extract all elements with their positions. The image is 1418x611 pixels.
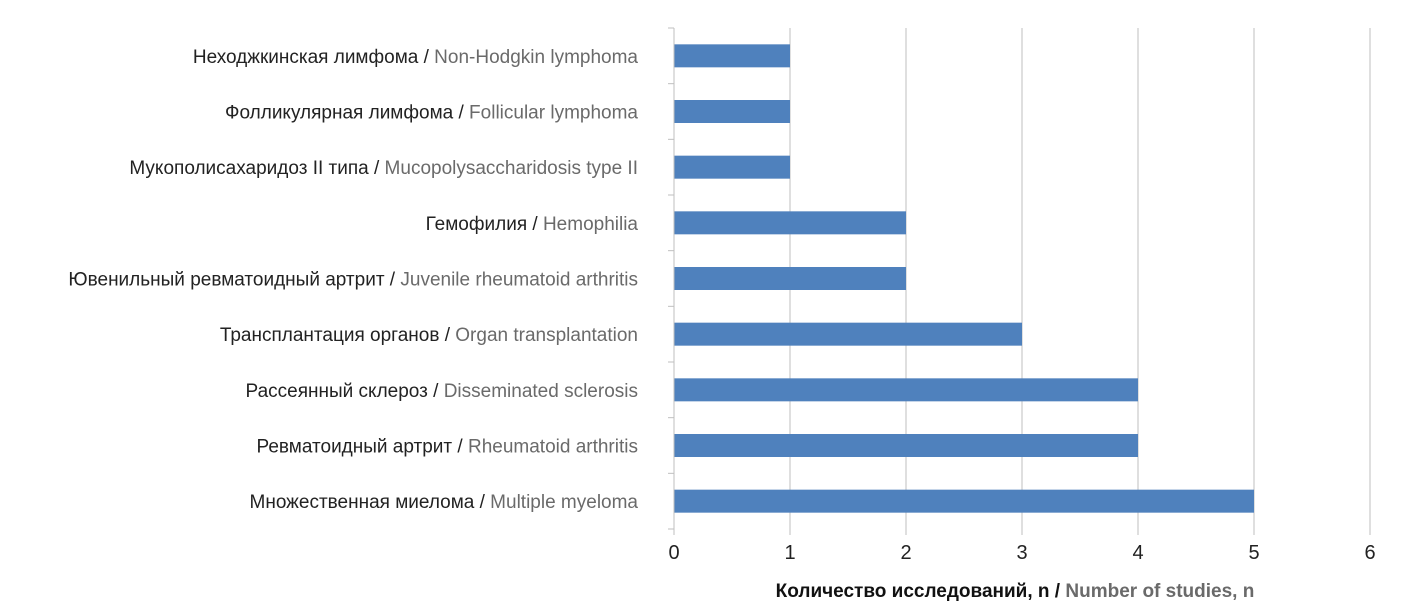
category-label-ru: Ювенильный ревматоидный артрит bbox=[68, 270, 384, 291]
category-labels: Неходжкинская лимфома / Non-Hodgkin lymp… bbox=[68, 47, 638, 513]
category-label-ru: Рассеянный склероз bbox=[246, 381, 428, 402]
category-label-separator: / bbox=[527, 214, 543, 235]
category-label: Ювенильный ревматоидный артрит / Juvenil… bbox=[68, 270, 638, 291]
category-label-separator: / bbox=[369, 158, 385, 179]
x-axis-title-en: Number of studies, n bbox=[1065, 581, 1254, 602]
x-tick-label: 1 bbox=[784, 542, 795, 564]
x-tick-label: 4 bbox=[1132, 542, 1143, 564]
category-label: Гемофилия / Hemophilia bbox=[426, 214, 639, 235]
category-label-en: Mucopolysaccharidosis type II bbox=[385, 158, 638, 179]
category-label-en: Juvenile rheumatoid arthritis bbox=[400, 270, 638, 291]
x-tick-label: 5 bbox=[1248, 542, 1259, 564]
category-label-en: Organ transplantation bbox=[455, 325, 638, 346]
category-label-en: Non-Hodgkin lymphoma bbox=[434, 47, 638, 68]
bar bbox=[674, 211, 906, 235]
category-label: Трансплантация органов / Organ transplan… bbox=[220, 325, 638, 346]
category-label: Неходжкинская лимфома / Non-Hodgkin lymp… bbox=[193, 47, 639, 68]
bar bbox=[674, 100, 790, 123]
category-label-separator: / bbox=[474, 492, 490, 513]
x-tick-labels: 0 1 2 3 4 5 6 bbox=[668, 542, 1375, 564]
x-axis-title: Количество исследований, n / Number of s… bbox=[776, 581, 1255, 602]
category-label-separator: / bbox=[453, 103, 469, 124]
x-tick-label: 6 bbox=[1364, 542, 1375, 564]
category-label: Рассеянный склероз / Disseminated sclero… bbox=[246, 381, 638, 402]
x-axis-title-separator: / bbox=[1050, 581, 1066, 602]
category-label-ru: Трансплантация органов bbox=[220, 325, 440, 346]
x-tick-label: 0 bbox=[668, 542, 679, 564]
category-label-separator: / bbox=[439, 325, 455, 346]
category-label-en: Disseminated sclerosis bbox=[444, 381, 638, 402]
bar bbox=[674, 155, 790, 179]
category-label-separator: / bbox=[385, 270, 401, 291]
x-tick-label: 2 bbox=[900, 542, 911, 564]
category-label-ru: Множественная миелома bbox=[250, 492, 475, 513]
category-label-separator: / bbox=[418, 47, 434, 68]
category-label-separator: / bbox=[452, 437, 468, 458]
category-label-en: Multiple myeloma bbox=[490, 492, 638, 513]
bar bbox=[674, 489, 1254, 513]
bar bbox=[674, 267, 906, 290]
bar bbox=[674, 44, 790, 68]
category-label: Мукополисахаридоз II типа / Mucopolysacc… bbox=[129, 158, 638, 179]
category-label: Множественная миелома / Multiple myeloma bbox=[250, 492, 639, 513]
category-label-en: Rheumatoid arthritis bbox=[468, 437, 638, 458]
category-label-ru: Фолликулярная лимфома bbox=[225, 103, 454, 124]
category-label-en: Follicular lymphoma bbox=[469, 103, 638, 124]
bar bbox=[674, 378, 1138, 402]
category-label-ru: Ревматоидный артрит bbox=[257, 437, 453, 458]
axis-layer bbox=[668, 27, 1371, 535]
bar bbox=[674, 434, 1138, 457]
category-label-separator: / bbox=[428, 381, 444, 402]
category-label-ru: Мукополисахаридоз II типа bbox=[129, 158, 369, 179]
category-label-en: Hemophilia bbox=[543, 214, 638, 235]
category-label: Фолликулярная лимфома / Follicular lymph… bbox=[225, 103, 638, 124]
category-label-ru: Гемофилия bbox=[426, 214, 527, 235]
category-label: Ревматоидный артрит / Rheumatoid arthrit… bbox=[257, 437, 638, 458]
category-label-ru: Неходжкинская лимфома bbox=[193, 47, 419, 68]
bar bbox=[674, 322, 1022, 346]
bar-layer bbox=[674, 44, 1254, 513]
x-tick-label: 3 bbox=[1016, 542, 1027, 564]
x-axis-title-ru: Количество исследований, n bbox=[776, 581, 1050, 602]
